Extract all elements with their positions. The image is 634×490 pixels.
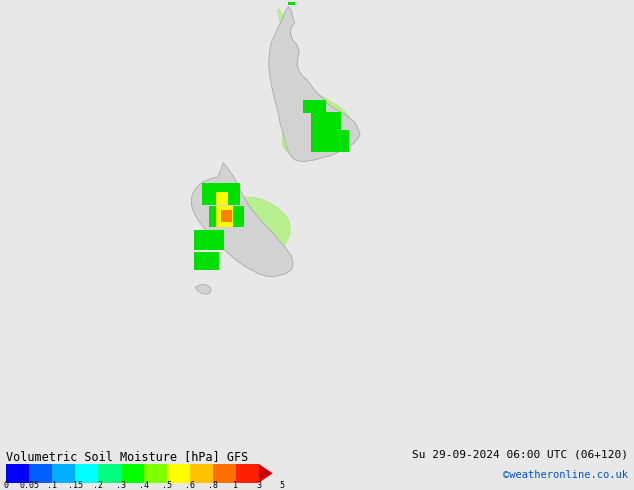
Bar	[52, 464, 75, 483]
Bar	[194, 252, 219, 270]
Bar	[236, 464, 259, 483]
Bar	[216, 206, 233, 227]
Bar	[288, 2, 295, 5]
Text: 5: 5	[280, 481, 284, 490]
Polygon shape	[191, 197, 290, 264]
Bar	[221, 210, 232, 222]
Text: Su 29-09-2024 06:00 UTC (06+120): Su 29-09-2024 06:00 UTC (06+120)	[411, 449, 628, 460]
Bar	[202, 183, 240, 205]
Text: .1: .1	[48, 481, 57, 490]
Text: .6: .6	[185, 481, 195, 490]
Bar	[167, 464, 190, 483]
Bar	[6, 464, 29, 483]
Text: 1: 1	[233, 481, 238, 490]
Text: .4: .4	[139, 481, 149, 490]
Text: 3: 3	[256, 481, 261, 490]
Bar	[216, 192, 228, 205]
Polygon shape	[191, 163, 293, 276]
Text: .8: .8	[208, 481, 218, 490]
Bar	[311, 130, 349, 151]
Text: .3: .3	[116, 481, 126, 490]
Bar	[75, 464, 98, 483]
Bar	[144, 464, 167, 483]
Text: ©weatheronline.co.uk: ©weatheronline.co.uk	[503, 469, 628, 480]
Text: .15: .15	[68, 481, 82, 490]
Bar	[311, 112, 341, 130]
Polygon shape	[259, 464, 273, 483]
Polygon shape	[278, 9, 351, 157]
Bar	[209, 206, 244, 227]
Text: 0.05: 0.05	[19, 481, 39, 490]
Polygon shape	[269, 7, 360, 161]
Bar	[121, 464, 144, 483]
Text: 0: 0	[4, 481, 9, 490]
Polygon shape	[195, 285, 211, 294]
Bar	[98, 464, 121, 483]
Bar	[194, 230, 224, 250]
Bar	[29, 464, 52, 483]
Text: .5: .5	[162, 481, 172, 490]
Text: Volumetric Soil Moisture [hPa] GFS: Volumetric Soil Moisture [hPa] GFS	[6, 450, 249, 464]
Bar	[190, 464, 213, 483]
Bar	[213, 464, 236, 483]
Text: .2: .2	[93, 481, 103, 490]
Bar	[303, 100, 326, 113]
